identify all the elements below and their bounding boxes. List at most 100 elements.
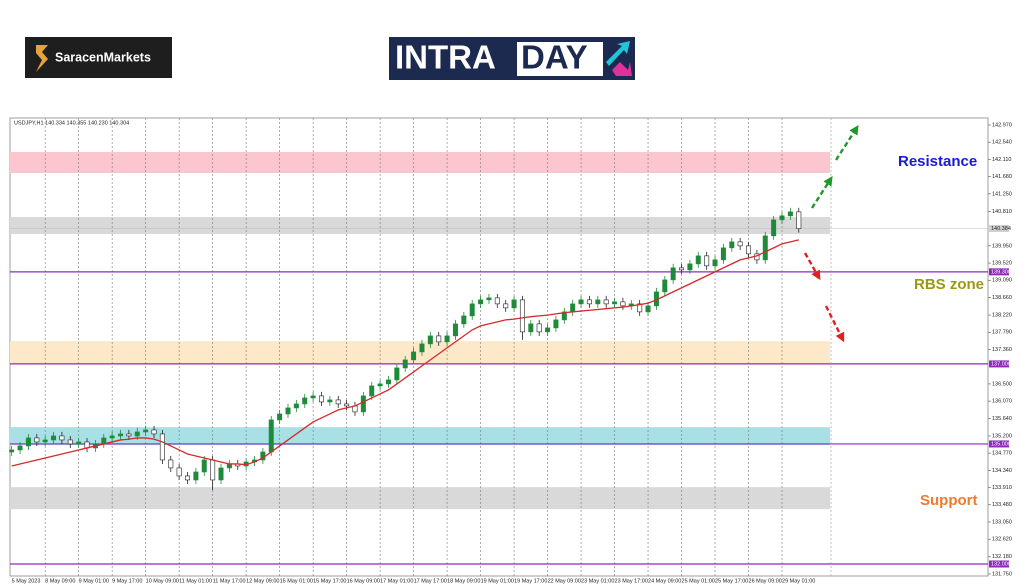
level-label: 137.000 xyxy=(991,361,1011,367)
y-tick-label: 137.360 xyxy=(992,347,1012,353)
y-tick-label: 133.480 xyxy=(992,502,1012,508)
x-tick-label: 15 May 01:00 xyxy=(280,578,313,584)
candle-body xyxy=(704,255,710,267)
candle-body xyxy=(310,395,316,399)
x-tick-label: 24 May 09:00 xyxy=(648,578,681,584)
candle-body xyxy=(762,235,768,261)
candle-body xyxy=(369,385,375,397)
y-tick-label: 136.070 xyxy=(992,399,1012,405)
candle-body xyxy=(737,241,743,247)
arrow-down xyxy=(824,305,845,343)
annotation: RBS zone xyxy=(914,276,984,293)
candle-body xyxy=(578,299,584,305)
banner-box xyxy=(517,42,603,76)
zone xyxy=(10,427,830,446)
y-tick-label: 132.620 xyxy=(992,537,1012,543)
candle-body xyxy=(662,279,668,293)
candle-body xyxy=(503,303,509,309)
candle-body xyxy=(729,241,735,249)
candle-body xyxy=(201,459,207,473)
x-tick-label: 25 May 01:00 xyxy=(682,578,715,584)
candle-body xyxy=(603,299,609,305)
level-label: 135.000 xyxy=(991,441,1011,447)
candle-body xyxy=(143,429,149,433)
candle-body xyxy=(427,335,433,345)
arrow-up xyxy=(810,175,833,209)
y-tick-label: 139.090 xyxy=(992,278,1012,284)
y-tick-label: 141.680 xyxy=(992,174,1012,180)
y-tick-label: 133.910 xyxy=(992,485,1012,491)
candle-body xyxy=(377,383,383,387)
candle-body xyxy=(570,303,576,313)
x-tick-label: 15 May 17:00 xyxy=(313,578,346,584)
candle-body xyxy=(612,301,618,305)
candle-body xyxy=(185,475,191,481)
logo-text: SaracenMarkets xyxy=(55,50,151,64)
x-tick-label: 17 May 01:00 xyxy=(380,578,413,584)
candle-body xyxy=(17,445,23,451)
candle-body xyxy=(511,299,517,309)
x-tick-label: 23 May 17:00 xyxy=(615,578,648,584)
y-tick-label: 139.950 xyxy=(992,243,1012,249)
candle-body xyxy=(620,301,626,307)
y-tick-label: 135.200 xyxy=(992,433,1012,439)
zone xyxy=(10,341,830,365)
candle-body xyxy=(645,305,651,313)
candle-body xyxy=(519,299,525,333)
level-label: 139.300 xyxy=(991,269,1011,275)
candle-body xyxy=(461,315,467,325)
candle-body xyxy=(218,467,224,481)
x-tick-label: 26 May 09:00 xyxy=(749,578,782,584)
candle-body xyxy=(419,343,425,353)
candle-body xyxy=(746,245,752,255)
candle-body xyxy=(670,267,676,281)
candle-body xyxy=(796,211,802,229)
candle-body xyxy=(553,319,559,329)
arrow-up xyxy=(834,124,859,161)
candle-body xyxy=(277,413,283,421)
candle-body xyxy=(411,351,417,361)
x-tick-label: 19 May 01:00 xyxy=(481,578,514,584)
x-tick-label: 17 May 17:00 xyxy=(414,578,447,584)
candle-body xyxy=(444,335,450,343)
y-tick-label: 135.640 xyxy=(992,416,1012,422)
candle-body xyxy=(193,471,199,481)
logo-icon xyxy=(36,45,48,72)
banner-text-2: DAY xyxy=(521,39,588,76)
y-tick-label: 132.180 xyxy=(992,554,1012,560)
y-tick-label: 133.050 xyxy=(992,519,1012,525)
candle-body xyxy=(771,219,777,237)
y-tick-label: 134.770 xyxy=(992,451,1012,457)
banner-text-1: INTRA xyxy=(395,39,496,76)
y-tick-label: 141.250 xyxy=(992,191,1012,197)
candle-body xyxy=(268,419,274,453)
annotation: Support xyxy=(920,492,978,509)
candle-body xyxy=(176,467,182,477)
zone xyxy=(10,217,830,235)
candle-body xyxy=(637,303,643,313)
candle-body xyxy=(469,303,475,317)
zone xyxy=(10,487,830,510)
saracen-logo: SaracenMarkets xyxy=(25,37,172,78)
candle-body xyxy=(76,441,82,445)
x-tick-label: 9 May 01:00 xyxy=(79,578,109,584)
y-tick-label: 131.750 xyxy=(992,571,1012,577)
banner-arrow-up xyxy=(606,41,630,66)
level-tag xyxy=(989,440,1009,448)
candle-body xyxy=(51,435,57,441)
candle-body xyxy=(545,327,551,333)
x-tick-label: 23 May 01:00 xyxy=(581,578,614,584)
x-tick-label: 22 May 09:00 xyxy=(548,578,581,584)
candle-body xyxy=(293,403,299,409)
candle-body xyxy=(687,263,693,271)
y-tick-label: 134.340 xyxy=(992,468,1012,474)
price-label: 140.384 xyxy=(991,226,1011,232)
y-tick-label: 138.220 xyxy=(992,313,1012,319)
candle-body xyxy=(134,431,140,437)
zone xyxy=(10,152,830,174)
candle-body xyxy=(168,459,174,469)
moving-average xyxy=(11,239,799,467)
x-tick-label: 11 May 17:00 xyxy=(213,578,246,584)
y-tick-label: 138.660 xyxy=(992,295,1012,301)
level-tag xyxy=(989,360,1009,368)
